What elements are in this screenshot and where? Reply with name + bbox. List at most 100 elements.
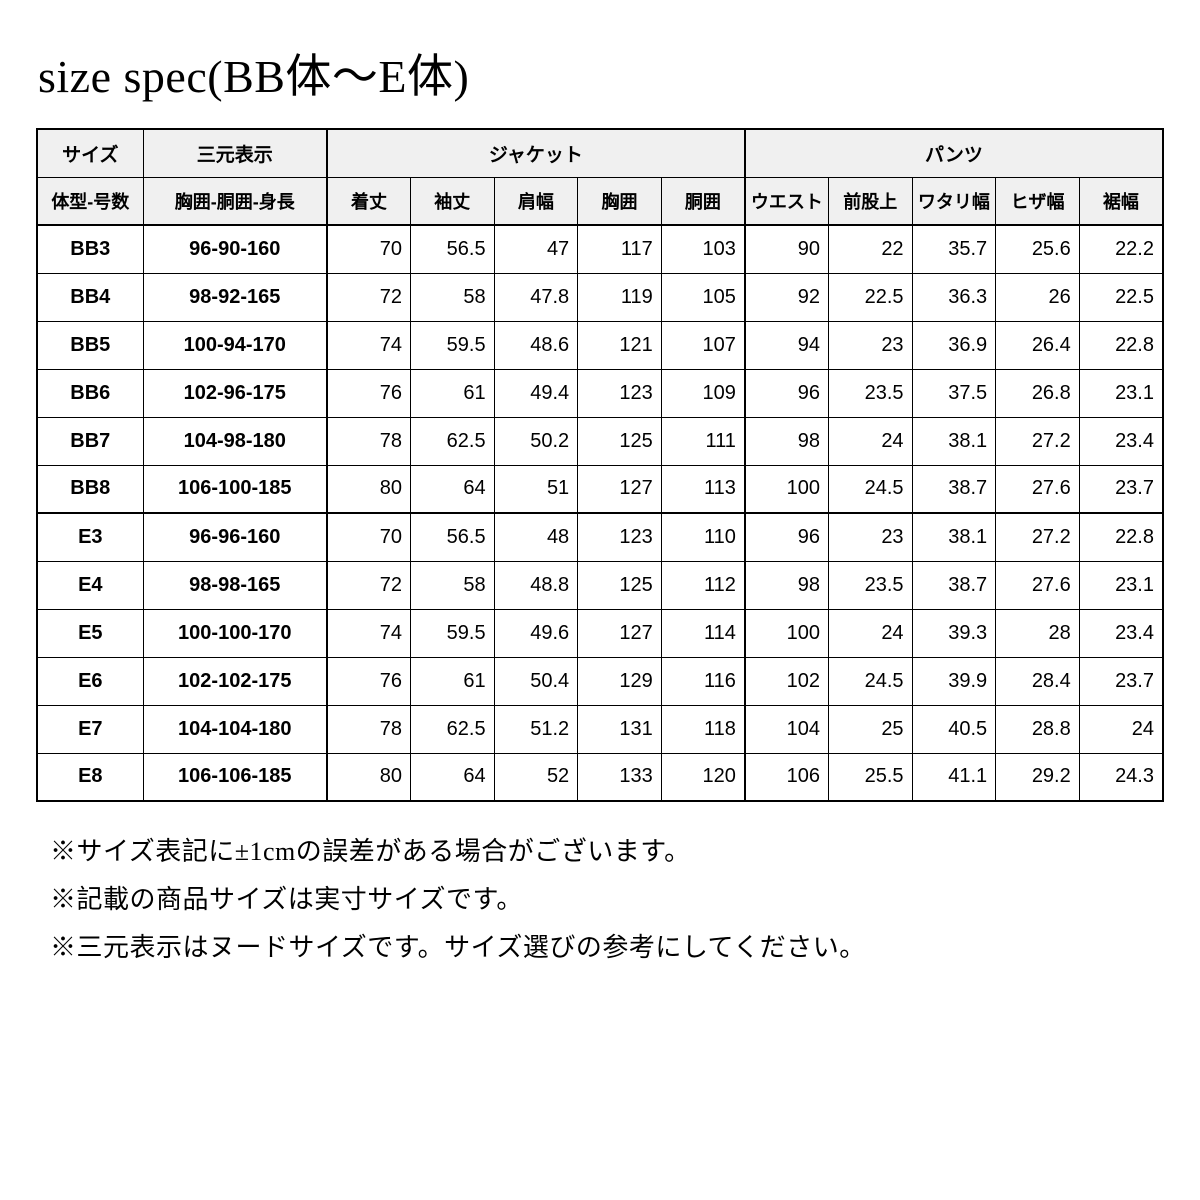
cell-jacket-value: 105	[661, 273, 745, 321]
cell-jacket-value: 107	[661, 321, 745, 369]
cell-pants-value: 90	[745, 225, 829, 273]
cell-jacket-value: 56.5	[411, 225, 495, 273]
cell-jacket-value: 72	[327, 273, 411, 321]
table-body: BB396-90-1607056.547117103902235.725.622…	[37, 225, 1163, 801]
cell-jacket-value: 48.6	[494, 321, 578, 369]
th-pants-col: ヒザ幅	[996, 177, 1080, 225]
cell-jacket-value: 59.5	[411, 321, 495, 369]
cell-pants-value: 25.6	[996, 225, 1080, 273]
cell-pants-value: 23.5	[828, 561, 912, 609]
cell-pants-value: 26.8	[996, 369, 1080, 417]
cell-dims: 106-106-185	[143, 753, 327, 801]
cell-jacket-value: 64	[411, 753, 495, 801]
cell-jacket-value: 52	[494, 753, 578, 801]
cell-pants-value: 24	[828, 417, 912, 465]
cell-jacket-value: 56.5	[411, 513, 495, 561]
cell-pants-value: 23.1	[1079, 561, 1163, 609]
cell-pants-value: 23.7	[1079, 657, 1163, 705]
cell-pants-value: 27.6	[996, 561, 1080, 609]
cell-jacket-value: 109	[661, 369, 745, 417]
cell-jacket-value: 49.4	[494, 369, 578, 417]
cell-pants-value: 38.7	[912, 561, 996, 609]
cell-pants-value: 23	[828, 321, 912, 369]
th-pants-col: ウエスト	[745, 177, 829, 225]
th-dims-sub: 胸囲-胴囲-身長	[143, 177, 327, 225]
cell-pants-value: 24.3	[1079, 753, 1163, 801]
cell-size: BB5	[37, 321, 143, 369]
cell-pants-value: 25	[828, 705, 912, 753]
cell-pants-value: 22.8	[1079, 321, 1163, 369]
cell-jacket-value: 49.6	[494, 609, 578, 657]
cell-jacket-value: 51	[494, 465, 578, 513]
table-row: BB6102-96-175766149.41231099623.537.526.…	[37, 369, 1163, 417]
th-jacket-col: 袖丈	[411, 177, 495, 225]
cell-dims: 96-96-160	[143, 513, 327, 561]
cell-jacket-value: 123	[578, 369, 662, 417]
cell-jacket-value: 131	[578, 705, 662, 753]
cell-jacket-value: 70	[327, 513, 411, 561]
cell-pants-value: 106	[745, 753, 829, 801]
th-jacket-col: 胸囲	[578, 177, 662, 225]
cell-pants-value: 29.2	[996, 753, 1080, 801]
cell-jacket-value: 125	[578, 561, 662, 609]
footnotes: ※サイズ表記に±1cmの誤差がある場合がございます。 ※記載の商品サイズは実寸サ…	[50, 828, 1164, 972]
th-jacket-col: 胴囲	[661, 177, 745, 225]
cell-jacket-value: 117	[578, 225, 662, 273]
cell-jacket-value: 125	[578, 417, 662, 465]
cell-jacket-value: 103	[661, 225, 745, 273]
th-pants-col: ワタリ幅	[912, 177, 996, 225]
cell-jacket-value: 127	[578, 609, 662, 657]
th-pants-group: パンツ	[745, 129, 1163, 177]
cell-size: E5	[37, 609, 143, 657]
th-jacket-group: ジャケット	[327, 129, 745, 177]
cell-jacket-value: 48.8	[494, 561, 578, 609]
th-jacket-col: 肩幅	[494, 177, 578, 225]
cell-jacket-value: 114	[661, 609, 745, 657]
cell-size: E8	[37, 753, 143, 801]
cell-pants-value: 41.1	[912, 753, 996, 801]
cell-jacket-value: 121	[578, 321, 662, 369]
cell-size: BB7	[37, 417, 143, 465]
cell-pants-value: 36.3	[912, 273, 996, 321]
cell-pants-value: 27.2	[996, 513, 1080, 561]
cell-dims: 102-102-175	[143, 657, 327, 705]
cell-pants-value: 22	[828, 225, 912, 273]
cell-pants-value: 23.1	[1079, 369, 1163, 417]
cell-pants-value: 28	[996, 609, 1080, 657]
cell-jacket-value: 74	[327, 609, 411, 657]
cell-jacket-value: 58	[411, 561, 495, 609]
size-spec-table: サイズ 三元表示 ジャケット パンツ 体型-号数 胸囲-胴囲-身長 着丈 袖丈 …	[36, 128, 1164, 802]
cell-pants-value: 37.5	[912, 369, 996, 417]
cell-pants-value: 36.9	[912, 321, 996, 369]
cell-size: E3	[37, 513, 143, 561]
cell-pants-value: 23.5	[828, 369, 912, 417]
cell-dims: 100-94-170	[143, 321, 327, 369]
table-row: BB396-90-1607056.547117103902235.725.622…	[37, 225, 1163, 273]
cell-pants-value: 38.1	[912, 513, 996, 561]
footnote: ※三元表示はヌードサイズです。サイズ選びの参考にしてください。	[50, 924, 1164, 972]
table-row: E498-98-165725848.81251129823.538.727.62…	[37, 561, 1163, 609]
cell-pants-value: 39.3	[912, 609, 996, 657]
cell-jacket-value: 111	[661, 417, 745, 465]
cell-pants-value: 23	[828, 513, 912, 561]
cell-pants-value: 22.2	[1079, 225, 1163, 273]
table-row: E7104-104-1807862.551.21311181042540.528…	[37, 705, 1163, 753]
cell-pants-value: 22.5	[828, 273, 912, 321]
cell-size: BB4	[37, 273, 143, 321]
cell-jacket-value: 72	[327, 561, 411, 609]
th-jacket-col: 着丈	[327, 177, 411, 225]
cell-jacket-value: 47	[494, 225, 578, 273]
cell-size: E7	[37, 705, 143, 753]
cell-pants-value: 24	[1079, 705, 1163, 753]
table-row: E396-96-1607056.548123110962338.127.222.…	[37, 513, 1163, 561]
cell-jacket-value: 76	[327, 369, 411, 417]
cell-pants-value: 38.1	[912, 417, 996, 465]
cell-pants-value: 23.7	[1079, 465, 1163, 513]
table-row: BB8106-100-18580645112711310024.538.727.…	[37, 465, 1163, 513]
cell-dims: 104-98-180	[143, 417, 327, 465]
cell-jacket-value: 120	[661, 753, 745, 801]
cell-pants-value: 27.2	[996, 417, 1080, 465]
table-row: BB5100-94-1707459.548.6121107942336.926.…	[37, 321, 1163, 369]
cell-pants-value: 28.8	[996, 705, 1080, 753]
cell-size: BB3	[37, 225, 143, 273]
